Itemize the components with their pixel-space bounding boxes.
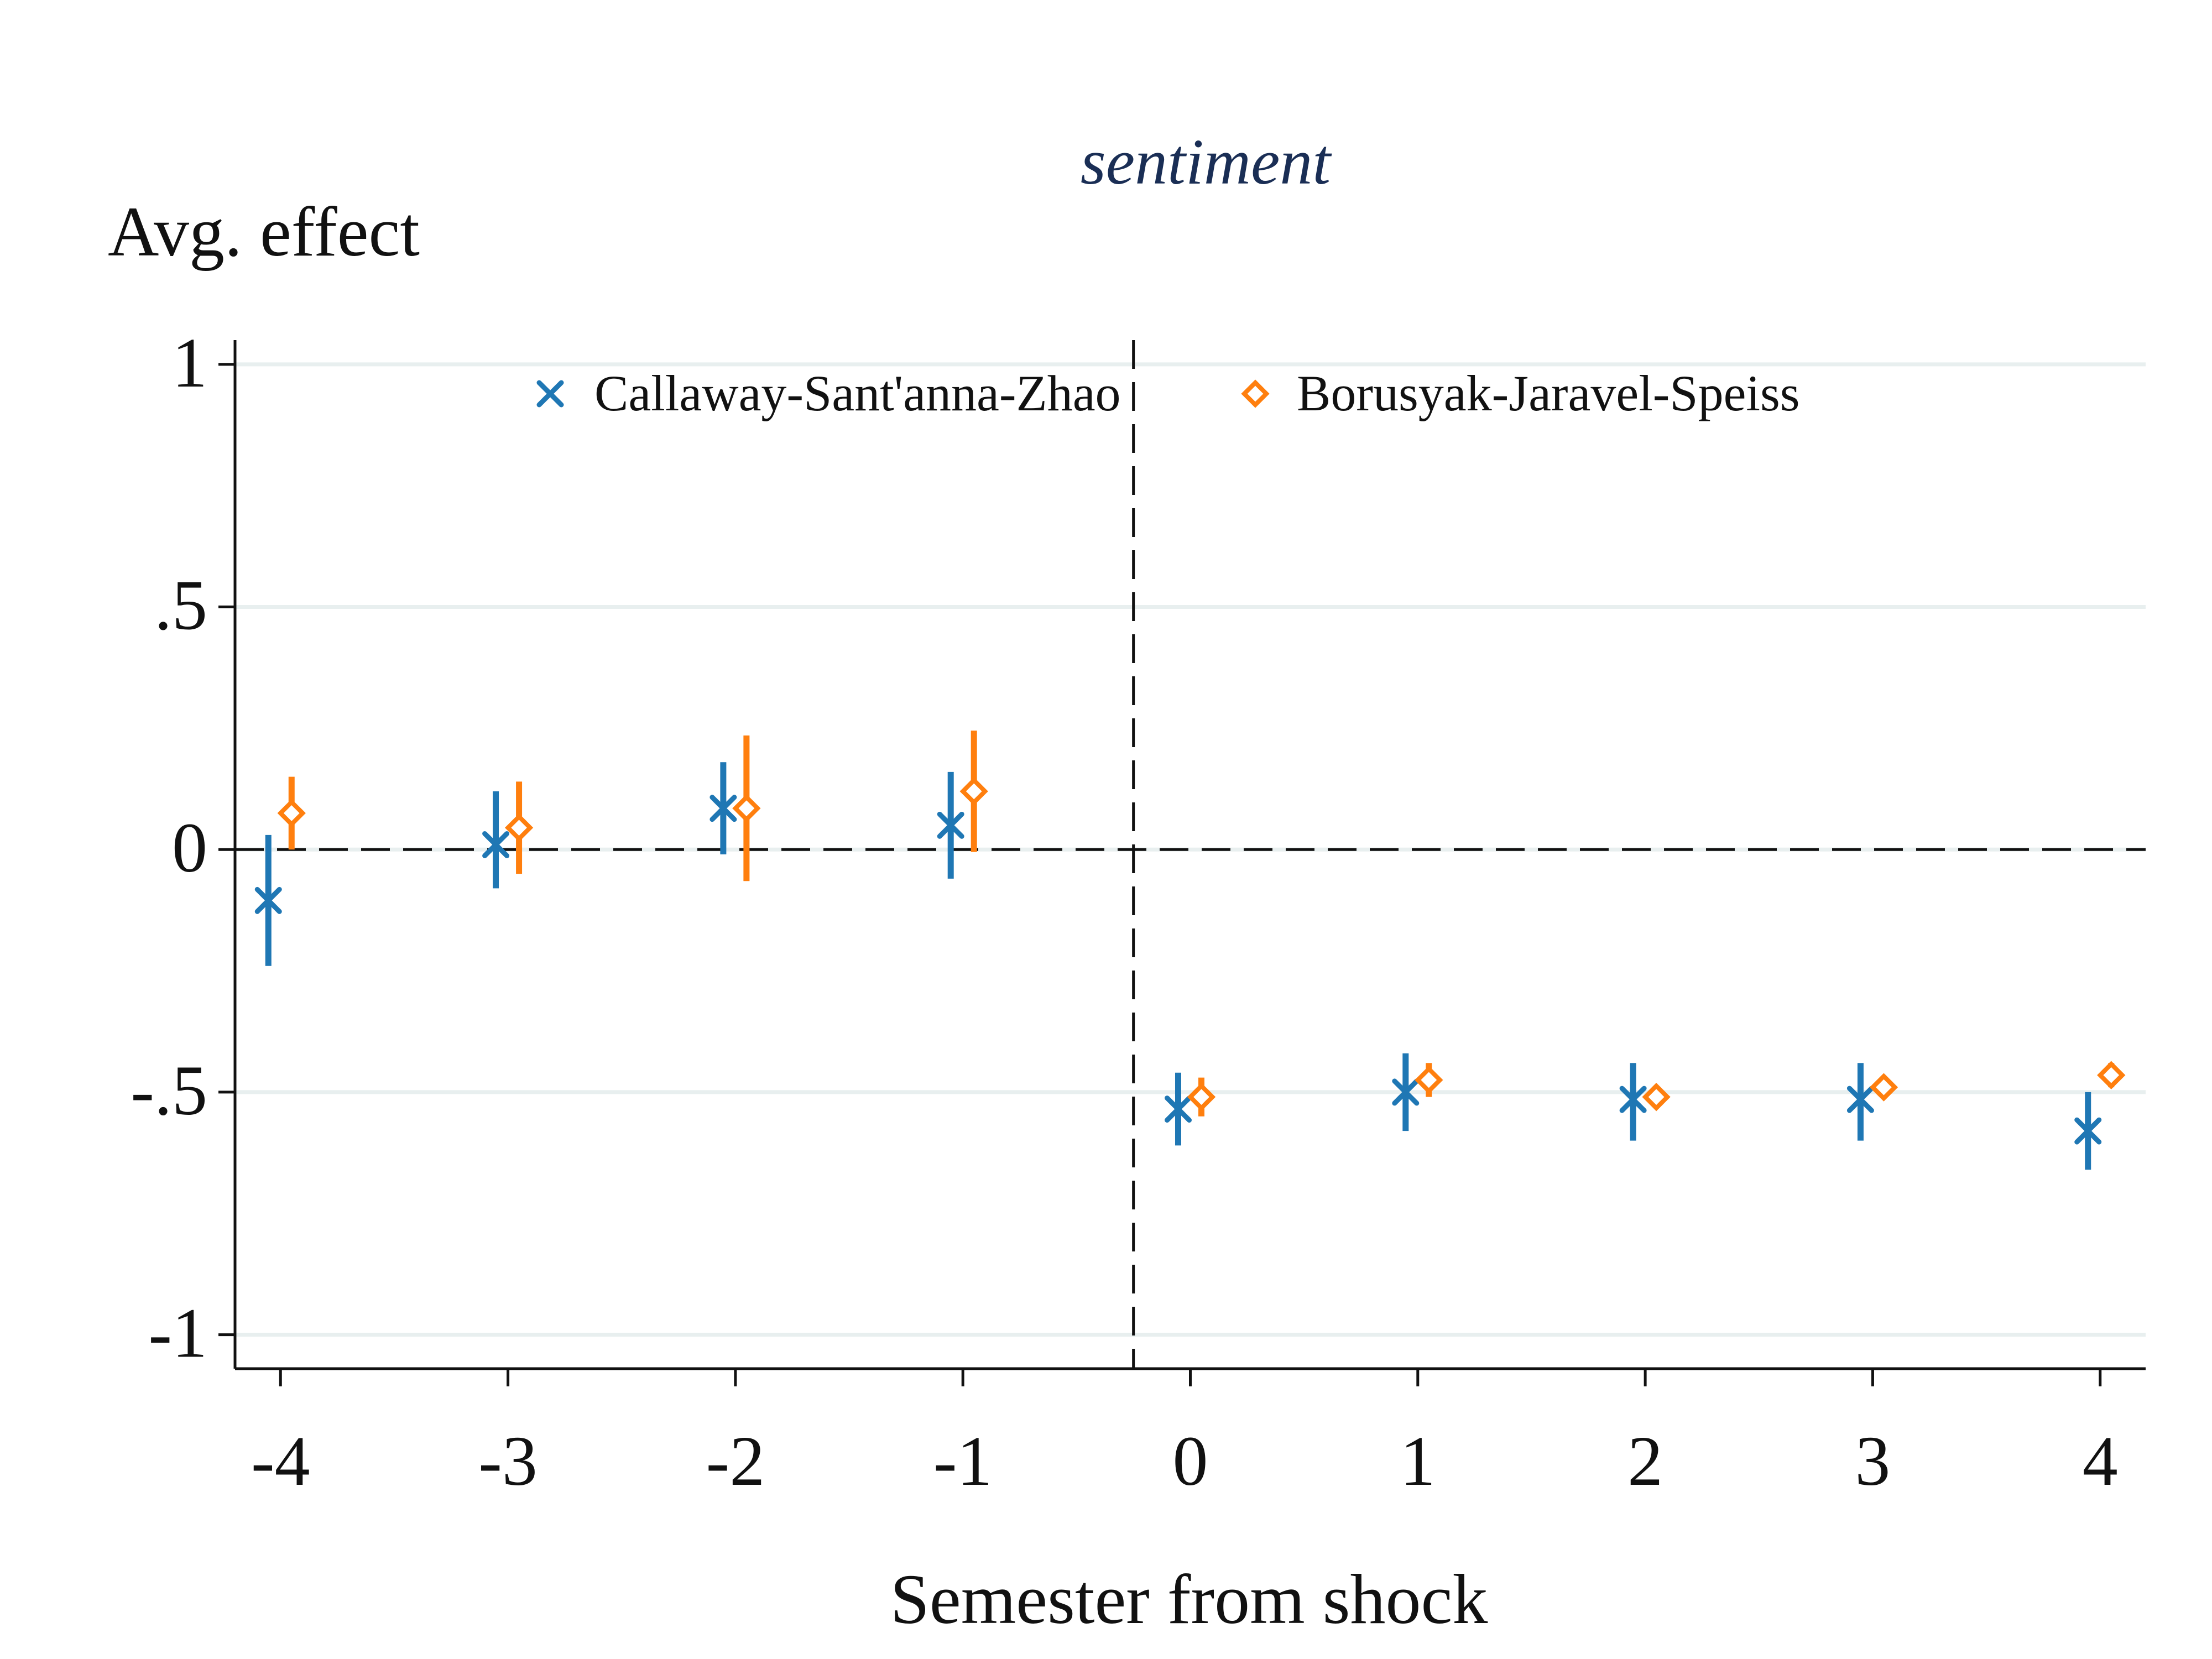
series-1-point-1 bbox=[504, 813, 534, 842]
x-axis-ticks: -4 -3 -2 -1 0 1 2 3 4 bbox=[251, 1369, 2118, 1500]
legend-marker-0 bbox=[536, 380, 564, 408]
x-tick-label-3: -1 bbox=[933, 1422, 993, 1500]
series-0-point-3-stroke-b bbox=[937, 811, 964, 839]
series-0-point-3 bbox=[937, 811, 964, 839]
series-0-point-1 bbox=[482, 831, 510, 858]
legend-label-1: Borusyak-Jaravel-Speiss bbox=[1297, 365, 1800, 421]
series-0-point-8 bbox=[2074, 1117, 2102, 1145]
series-1-point-8 bbox=[2097, 1061, 2126, 1089]
x-tick-label-1: -3 bbox=[478, 1422, 538, 1500]
series-layer bbox=[254, 731, 2126, 1170]
legend-marker-1 bbox=[1241, 379, 1270, 408]
x-tick-label-5: 1 bbox=[1400, 1422, 1436, 1500]
x-tick-label-8: 4 bbox=[2083, 1422, 2118, 1500]
series-0-point-2 bbox=[709, 795, 737, 822]
series-0-point-5-stroke-b bbox=[1392, 1078, 1420, 1106]
y-tick-label-1: .5 bbox=[154, 566, 207, 645]
x-tick-label-6: 2 bbox=[1627, 1422, 1663, 1500]
y-tick-label-0: 1 bbox=[172, 324, 207, 402]
x-axis-label: Semester from shock bbox=[890, 1560, 1488, 1639]
series-0-point-4-stroke-b bbox=[1165, 1095, 1192, 1123]
series-1-point-7 bbox=[1869, 1073, 1898, 1102]
series-1-point-2 bbox=[732, 794, 761, 823]
series-0-point-4 bbox=[1165, 1095, 1192, 1123]
y-tick-label-4: -1 bbox=[148, 1294, 207, 1373]
x-tick-label-7: 3 bbox=[1855, 1422, 1890, 1500]
y-tick-label-2: 0 bbox=[172, 808, 207, 887]
x-tick-label-2: -2 bbox=[706, 1422, 765, 1500]
series-1-point-3 bbox=[959, 777, 988, 806]
series-0 bbox=[254, 762, 2102, 1170]
series-1-point-6 bbox=[1642, 1083, 1671, 1112]
series-1-point-5 bbox=[1415, 1066, 1443, 1094]
series-0-point-0 bbox=[254, 886, 282, 914]
chart-title: sentiment bbox=[1081, 126, 1332, 198]
y-tick-label-3: -.5 bbox=[131, 1051, 207, 1130]
series-0-point-5 bbox=[1392, 1078, 1420, 1106]
x-tick-label-0: -4 bbox=[251, 1422, 310, 1500]
series-0-point-7 bbox=[1846, 1086, 1874, 1113]
legend-marker-0-stroke-b bbox=[536, 380, 564, 408]
series-1-point-0 bbox=[277, 799, 306, 828]
series-0-point-1-stroke-b bbox=[482, 831, 510, 858]
reference-lines bbox=[235, 340, 2146, 1369]
x-tick-label-4: 0 bbox=[1173, 1422, 1208, 1500]
series-0-point-0-stroke-b bbox=[254, 886, 282, 914]
series-0-point-7-stroke-b bbox=[1846, 1086, 1874, 1113]
series-0-point-6-stroke-b bbox=[1619, 1086, 1647, 1113]
series-0-point-2-stroke-b bbox=[709, 795, 737, 822]
y-axis-label: Avg. effect bbox=[108, 192, 420, 271]
y-axis-ticks: 1 .5 0 -.5 -1 bbox=[131, 324, 235, 1373]
series-0-point-8-stroke-b bbox=[2074, 1117, 2102, 1145]
series-1 bbox=[277, 731, 2126, 1117]
legend-label-0: Callaway-Sant'anna-Zhao bbox=[594, 365, 1121, 421]
series-0-point-6 bbox=[1619, 1086, 1647, 1113]
series-1-point-4 bbox=[1187, 1083, 1216, 1112]
legend: Callaway-Sant'anna-Zhao Borusyak-Jaravel-… bbox=[536, 365, 1800, 421]
